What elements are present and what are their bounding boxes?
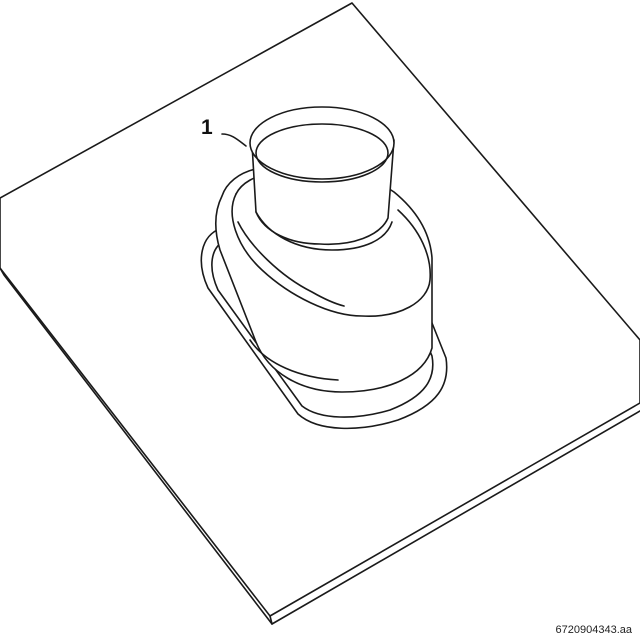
callout-number: 1	[201, 116, 213, 139]
document-number: 6720904343.aa	[555, 624, 632, 636]
pipe-collar	[249, 106, 395, 251]
callout-leader-line	[221, 133, 247, 147]
